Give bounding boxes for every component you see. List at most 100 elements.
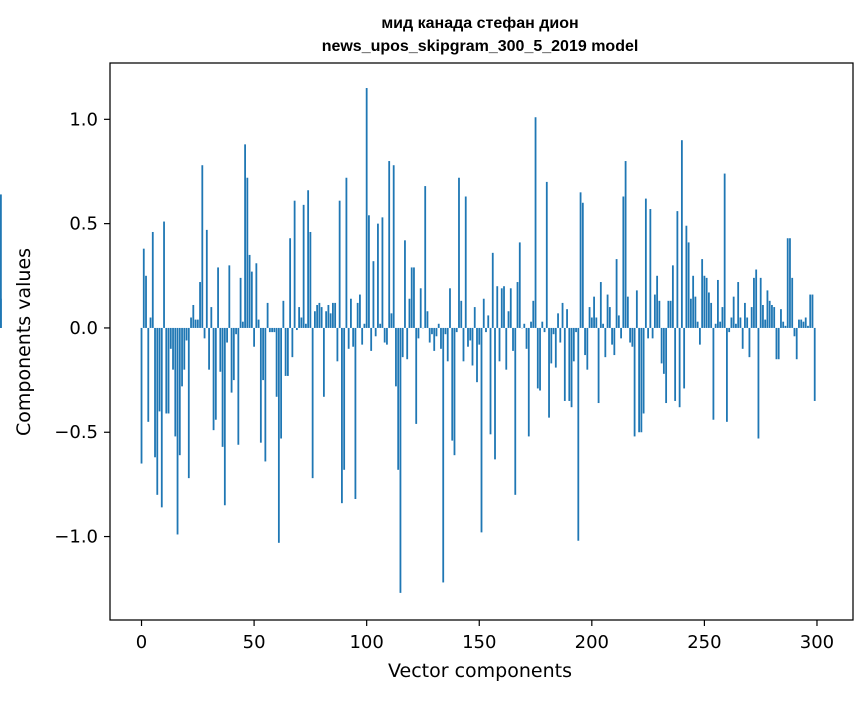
bar-278 (767, 290, 769, 328)
bar-113 (395, 328, 397, 386)
bar-237 (674, 328, 676, 401)
bar-178 (541, 322, 543, 328)
bar-77 (314, 311, 316, 328)
bar-202 (595, 318, 597, 328)
bar-227 (652, 328, 654, 338)
bar-172 (528, 328, 530, 436)
bar-134 (442, 328, 444, 583)
bar-260 (726, 328, 728, 422)
bar-233 (665, 328, 667, 403)
bar-155 (490, 328, 492, 434)
bar-270 (749, 328, 751, 357)
bar-277 (764, 320, 766, 328)
bar-30 (208, 328, 210, 370)
y-tick-label: 0.5 (69, 214, 98, 235)
bar-196 (582, 203, 584, 328)
bar-298 (812, 295, 814, 328)
bar-83 (328, 305, 330, 328)
bar-179 (544, 328, 546, 332)
bar-24 (195, 320, 197, 328)
bar-40 (231, 328, 233, 393)
bar-80 (321, 307, 323, 328)
bar-89 (341, 328, 343, 503)
bar-206 (604, 328, 606, 357)
bar-79 (318, 303, 320, 328)
bar-248 (699, 328, 701, 345)
bar-8 (159, 328, 161, 411)
bar-100 (366, 88, 368, 328)
bar-135 (445, 328, 447, 334)
bar-9 (161, 328, 163, 507)
bar-271 (751, 307, 753, 328)
bar-177 (539, 328, 541, 391)
bar-193 (575, 328, 577, 332)
bar-62 (280, 328, 282, 439)
bar-26 (199, 282, 201, 328)
bar-212 (618, 315, 620, 328)
bar-250 (704, 276, 706, 328)
bar-49 (251, 272, 253, 328)
bar-147 (472, 328, 474, 366)
bar-190 (568, 328, 570, 401)
bar-110 (388, 161, 390, 328)
bar-296 (807, 326, 809, 328)
bar-185 (557, 313, 559, 328)
bar-203 (598, 328, 600, 403)
bar-231 (661, 328, 663, 363)
bar-145 (467, 328, 469, 347)
bar-151 (481, 328, 483, 532)
bar-54 (262, 328, 264, 380)
bar-28 (204, 328, 206, 338)
bar-undefined (0, 299, 2, 328)
bar-226 (649, 209, 651, 328)
bar-158 (496, 286, 498, 328)
x-tick-label: 250 (687, 632, 721, 653)
bar-214 (622, 197, 624, 328)
bar-34 (217, 267, 219, 328)
bar-264 (735, 324, 737, 328)
bar-103 (373, 261, 375, 328)
bar-13 (170, 328, 172, 349)
bar-18 (181, 328, 183, 386)
bar-102 (370, 328, 372, 351)
bar-126 (424, 186, 426, 328)
bar-46 (244, 144, 246, 328)
bar-204 (600, 282, 602, 328)
bar-59 (273, 328, 275, 332)
bar-181 (548, 328, 550, 418)
bar-25 (197, 320, 199, 328)
bar-246 (694, 297, 696, 328)
bar-87 (337, 328, 339, 361)
bar-266 (740, 318, 742, 328)
bar-291 (796, 328, 798, 359)
bar-133 (440, 328, 442, 349)
bar-127 (427, 311, 429, 328)
bar-222 (640, 328, 642, 432)
bar-69 (296, 328, 298, 330)
bar-275 (760, 278, 762, 328)
bar-41 (233, 328, 235, 380)
bar-61 (278, 328, 280, 543)
bar-117 (404, 240, 406, 328)
bar-168 (519, 242, 521, 328)
bar-256 (717, 280, 719, 328)
bar-42 (235, 328, 237, 334)
bar-268 (744, 303, 746, 328)
x-tick-label: 300 (800, 632, 834, 653)
bar-228 (654, 295, 656, 328)
bar-47 (246, 178, 248, 328)
bar-216 (627, 297, 629, 328)
bar-269 (746, 318, 748, 328)
bar-32 (213, 328, 215, 430)
bar-93 (350, 299, 352, 328)
bar-17 (179, 328, 181, 455)
bar-90 (343, 328, 345, 470)
bar-75 (309, 232, 311, 328)
bar-290 (794, 328, 796, 336)
bar-288 (789, 238, 791, 328)
bar-253 (710, 303, 712, 328)
bar-195 (580, 192, 582, 328)
bar-283 (778, 328, 780, 359)
bar-261 (728, 328, 730, 332)
bar-67 (291, 328, 293, 357)
